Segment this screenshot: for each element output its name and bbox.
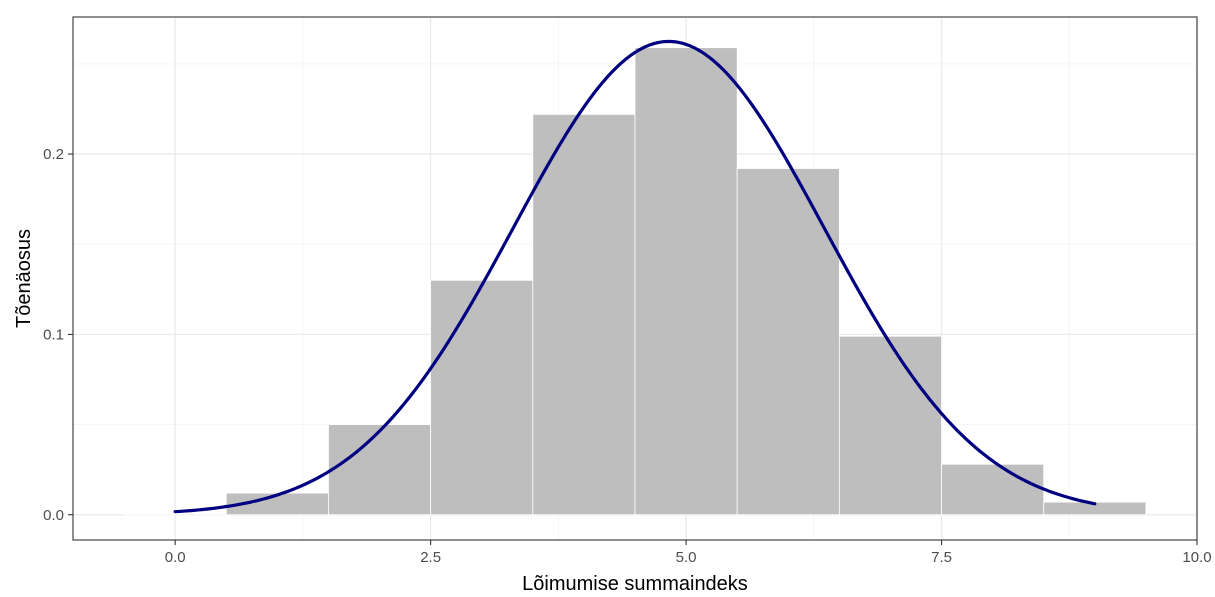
x-tick-label: 7.5 [931, 549, 952, 566]
y-tick-label: 0.2 [43, 146, 64, 163]
histogram-bar-6 [634, 47, 738, 516]
histogram-bar-1 [123, 513, 227, 516]
x-tick-label: 5.0 [676, 549, 697, 566]
histogram-bar-7 [736, 168, 840, 516]
histogram-bar-3 [328, 424, 432, 516]
histogram-bar-9 [941, 463, 1045, 516]
panel-border [72, 16, 1198, 541]
y-axis-title: Tõenäosus [13, 229, 35, 328]
x-axis-title: Lõimumise summaindeks [522, 573, 748, 595]
x-tick-label: 2.5 [420, 549, 441, 566]
density-curve [173, 39, 1097, 514]
y-tick-label: 0.0 [43, 507, 64, 524]
histogram-bar-10 [1043, 501, 1147, 516]
y-tick-label: 0.1 [43, 326, 64, 343]
histogram-bar-8 [838, 335, 942, 516]
histogram-bar-5 [532, 113, 636, 516]
histogram-bars [123, 47, 1147, 516]
x-axis-ticks: 0.0 2.5 5.0 7.5 10.0 [165, 540, 1212, 566]
histogram-bar-4 [430, 279, 534, 516]
y-axis-ticks: 0.0 0.1 0.2 [43, 146, 73, 524]
x-tick-label: 0.0 [165, 549, 186, 566]
x-tick-label: 10.0 [1182, 549, 1211, 566]
